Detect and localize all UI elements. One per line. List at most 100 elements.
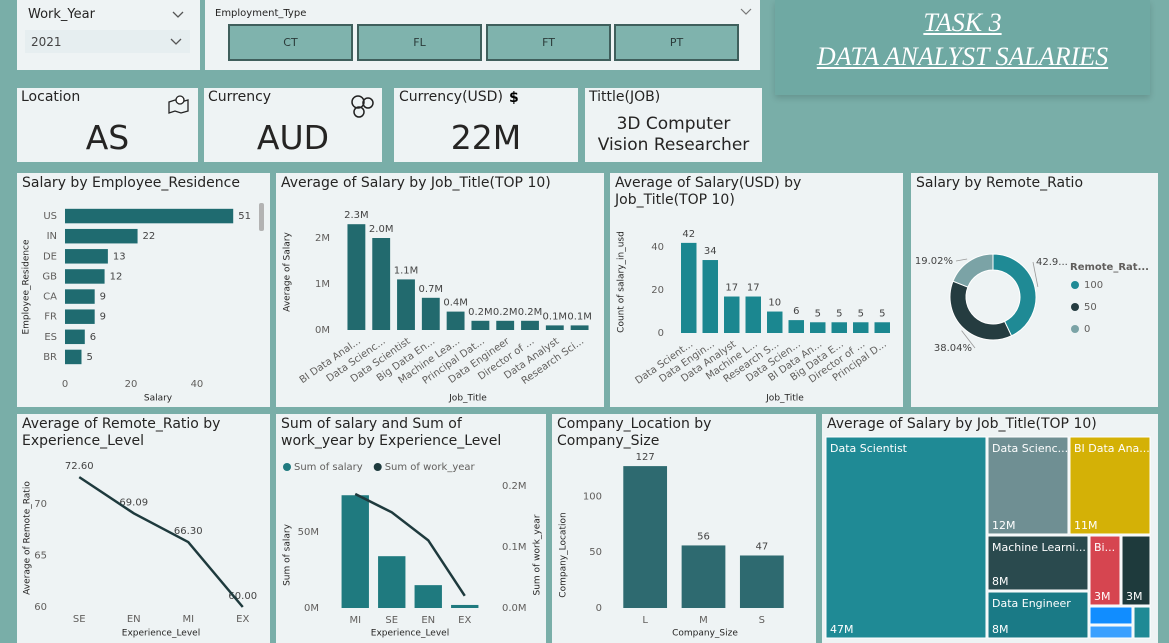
tick-label: 20 bbox=[125, 379, 138, 390]
x-tick-label: EN bbox=[127, 614, 141, 625]
chevron[interactable] bbox=[739, 7, 753, 17]
treemap-cell bbox=[825, 436, 987, 639]
bar bbox=[739, 555, 784, 608]
legend-label: 50 bbox=[1084, 302, 1097, 313]
chart-panel bbox=[610, 173, 903, 407]
slicer-button[interactable]: FT bbox=[486, 24, 611, 61]
legend-marker bbox=[373, 463, 382, 471]
bar bbox=[545, 325, 564, 330]
bar bbox=[446, 311, 465, 330]
slicer-button[interactable]: CT bbox=[228, 24, 353, 61]
data-label: 17 bbox=[725, 283, 738, 294]
y-tick-label: GB bbox=[42, 271, 57, 282]
y-tick-label: DE bbox=[43, 251, 57, 262]
y-axis-title: Count of salary_in_usd bbox=[617, 231, 627, 333]
bar bbox=[745, 296, 761, 333]
x-axis-title: Company_Size bbox=[672, 629, 738, 639]
data-label: 10 bbox=[768, 298, 781, 309]
data-label: 0.2M bbox=[493, 307, 518, 318]
card-label: Location bbox=[21, 89, 81, 105]
data-label: 19.02% bbox=[915, 256, 953, 267]
card: Currency(USD) $ 22M bbox=[394, 88, 578, 162]
title: TASK 3 bbox=[923, 8, 1002, 37]
tick-label: 0 bbox=[658, 328, 664, 339]
tick-label: 0 bbox=[596, 603, 602, 614]
data-label: 47 bbox=[755, 541, 768, 552]
data-label: 0.1M bbox=[543, 311, 568, 322]
x-tick-label: L bbox=[642, 615, 648, 626]
bar bbox=[378, 556, 406, 608]
tick-label: 40 bbox=[191, 379, 204, 390]
tick-label: 0 bbox=[62, 379, 68, 390]
x-tick-label: MI bbox=[349, 615, 361, 626]
tick-label: 0M bbox=[315, 325, 330, 336]
chart-panel bbox=[276, 173, 604, 407]
data-label: 0.2M bbox=[468, 307, 493, 318]
tick-label: 60 bbox=[34, 602, 47, 613]
data-label: 0.2M bbox=[518, 307, 543, 318]
bar bbox=[831, 322, 847, 333]
bar bbox=[570, 325, 589, 330]
chart-title: Salary by Remote_Ratio bbox=[916, 175, 1084, 191]
data-label: 0.4M bbox=[443, 298, 468, 309]
tick-label: 1M bbox=[315, 279, 330, 290]
chevron[interactable] bbox=[171, 10, 185, 20]
chart-title: Sum of salary and Sum of work_year by Ex… bbox=[281, 416, 502, 449]
data-label: 5 bbox=[86, 352, 92, 363]
cell-label: BI Data Ana... bbox=[1074, 442, 1150, 455]
cell-label: Data Scientist bbox=[830, 442, 908, 455]
card: Currency AUD bbox=[204, 88, 382, 162]
bar bbox=[810, 322, 826, 333]
y-axis-title: Sum of salary bbox=[283, 523, 293, 586]
data-label: 0.1M bbox=[567, 311, 592, 322]
x-tick-label: SE bbox=[73, 614, 86, 625]
x-tick-label: M bbox=[699, 615, 708, 626]
bar bbox=[397, 279, 415, 330]
data-label: 42.9... bbox=[1036, 257, 1068, 268]
data-label: 0.7M bbox=[419, 284, 444, 295]
tick-label: 50 bbox=[589, 547, 602, 558]
tick-label: 0.0M bbox=[502, 603, 527, 614]
slicer-button[interactable]: PT bbox=[614, 24, 739, 61]
treemap-cell bbox=[1069, 436, 1151, 535]
tick-label: 50M bbox=[298, 527, 319, 538]
scrollbar bbox=[259, 203, 264, 231]
cell-value: 12M bbox=[992, 519, 1016, 532]
cell-value: 8M bbox=[992, 575, 1009, 588]
slicer-button[interactable]: FL bbox=[357, 24, 482, 61]
chart-title: Average of Remote_Ratio by Experience_Le… bbox=[22, 416, 221, 449]
bar bbox=[451, 604, 479, 608]
leader-line bbox=[1032, 261, 1039, 287]
year-slicer: Work_Year 2021 bbox=[17, 0, 200, 70]
x-axis-title: Salary bbox=[144, 394, 173, 404]
card-label: Currency(USD) bbox=[399, 89, 503, 105]
cell-label: Bi... bbox=[1094, 541, 1115, 554]
bar bbox=[347, 224, 366, 330]
slicer-value: 2021 bbox=[31, 35, 62, 49]
legend-marker bbox=[283, 463, 291, 471]
chart-title: Average of Salary by Job_Title(TOP 10) bbox=[827, 416, 1097, 432]
legend-label: Sum of salary bbox=[294, 462, 363, 473]
card-value: AS bbox=[85, 118, 130, 157]
bar bbox=[788, 320, 804, 333]
dropdown[interactable]: 2021 bbox=[25, 30, 190, 53]
card-icon: $ bbox=[509, 90, 519, 106]
legend-label: Sum of work_year bbox=[385, 462, 476, 473]
tick-label: 65 bbox=[34, 550, 47, 561]
data-label: 5 bbox=[858, 308, 864, 319]
tick-label: 0.2M bbox=[502, 481, 527, 492]
legend-marker bbox=[1071, 325, 1079, 333]
treemap-cell bbox=[987, 535, 1089, 591]
chevron bbox=[170, 38, 182, 45]
x-tick-label: MI bbox=[182, 614, 194, 625]
y-tick-label: IN bbox=[47, 231, 57, 242]
y2-axis-title: Sum of work_year bbox=[533, 514, 543, 595]
data-label: 56 bbox=[697, 531, 710, 542]
tick-label: 70 bbox=[34, 499, 47, 510]
cell-value: 11M bbox=[1074, 519, 1098, 532]
y-axis-title: Company_Location bbox=[559, 512, 569, 597]
data-label: 9 bbox=[100, 292, 106, 303]
y-tick-label: FR bbox=[44, 312, 57, 323]
